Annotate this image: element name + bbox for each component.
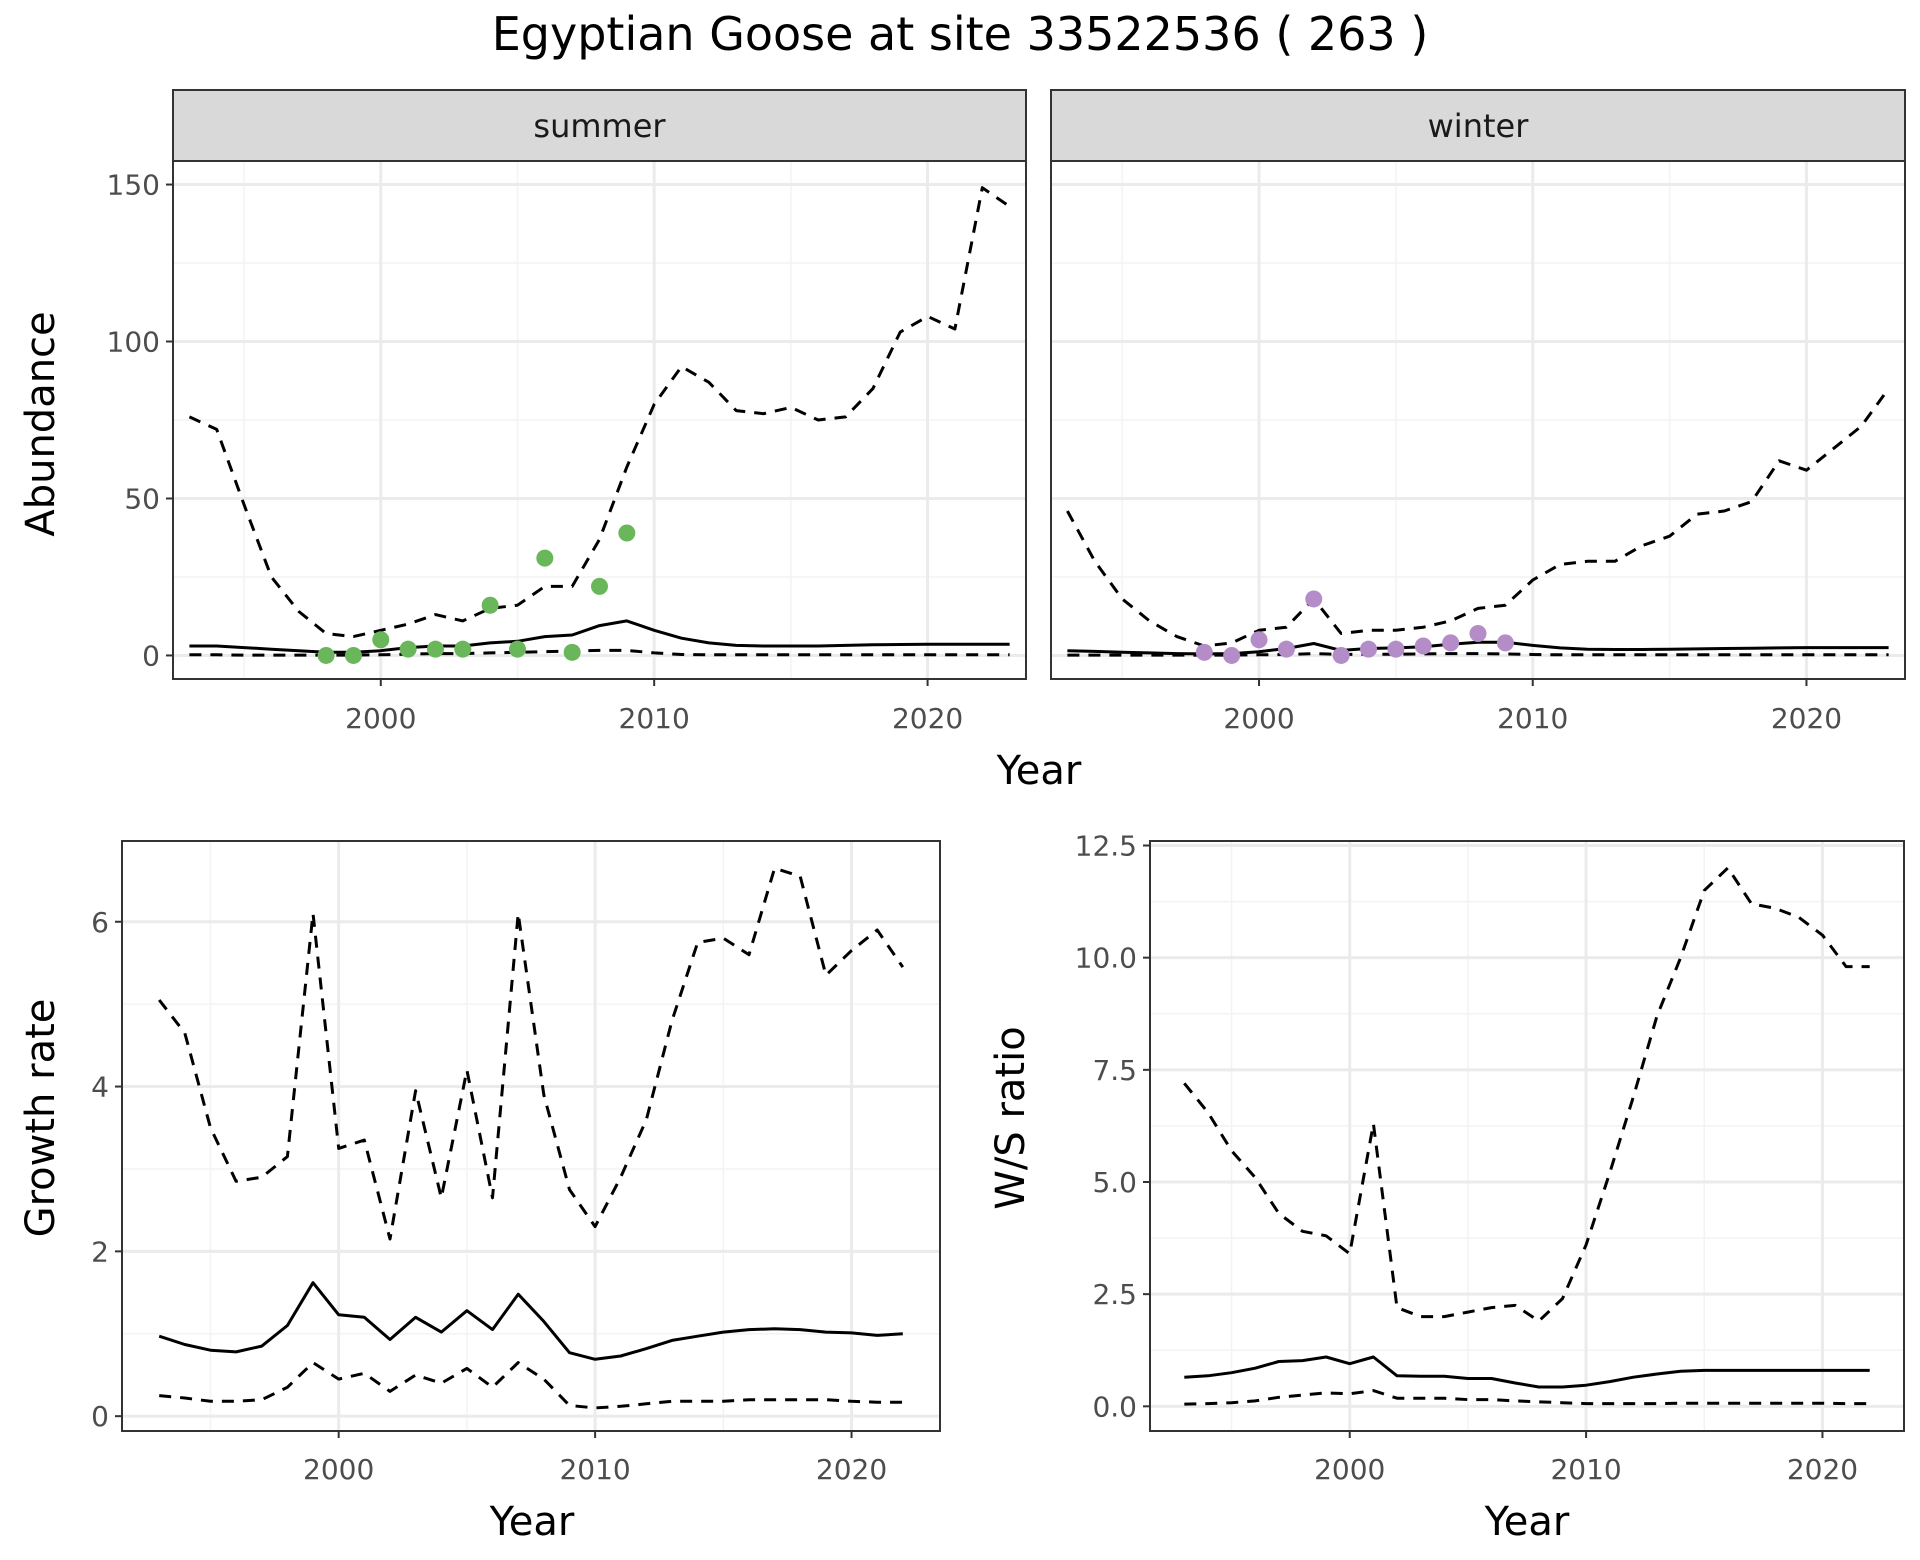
- ws_ratio-x-tick-label: 2000: [1314, 1453, 1385, 1486]
- growth-y-tick-label: 0: [91, 1400, 109, 1433]
- panel-ws-ratio: 2000 2010 2020 0.0 2.5 5.0 7.5 10.0 12.5: [1075, 829, 1905, 1486]
- top-y-axis-title: Abundance: [18, 311, 64, 536]
- ws_ratio-y-tick-label: 0.0: [1092, 1390, 1137, 1423]
- winter-data-point: [1360, 640, 1378, 658]
- ws_ratio-y-tick-label: 10.0: [1075, 942, 1137, 975]
- summer-data-point: [344, 646, 362, 664]
- ws_ratio-y-tick-label: 12.5: [1075, 829, 1137, 862]
- summer-x-tick-label: 2000: [345, 702, 416, 735]
- winter-data-point: [1223, 646, 1241, 664]
- figure-title: Egyptian Goose at site 33522536 ( 263 ): [492, 7, 1429, 61]
- summer-data-point: [426, 640, 444, 658]
- summer-data-point: [481, 596, 499, 614]
- strip-label-summer: summer: [533, 107, 666, 145]
- summer-upper-bound-line: [188, 186, 1011, 639]
- growth-x-tick-label: 2010: [559, 1453, 630, 1486]
- growth-y-tick-label: 4: [91, 1071, 109, 1104]
- ws_ratio-plot-background: [1150, 841, 1904, 1431]
- winter-data-point: [1442, 634, 1460, 652]
- top-x-axis-title: Year: [996, 748, 1082, 794]
- winter-panel-border: [1050, 160, 1906, 680]
- summer-data-point: [618, 524, 636, 542]
- ws_ratio-y-tick-label: 5.0: [1092, 1166, 1137, 1199]
- winter-data-point: [1332, 646, 1350, 664]
- growth-estimate-line: [158, 1281, 903, 1361]
- summer-data-point: [399, 640, 417, 658]
- winter-data-point: [1250, 631, 1268, 649]
- strip-winter-background: [1050, 89, 1906, 162]
- winter-data-point: [1305, 590, 1323, 608]
- ws_ratio-estimate-line: [1184, 1355, 1870, 1389]
- summer-data-point: [536, 549, 554, 567]
- winter-data-point: [1195, 643, 1213, 661]
- panel-growth-rate: 2000 2010 2020 0 2 4 6: [91, 840, 941, 1486]
- winter-data-point: [1387, 640, 1405, 658]
- growth-panel-border: [121, 840, 941, 1432]
- summer-data-point: [591, 577, 608, 595]
- growth-lower-bound-line: [159, 1361, 903, 1410]
- panel-summer: summer 2000 2010 2020 0 50 100 150: [107, 89, 1027, 735]
- growth-y-tick-label: 2: [91, 1235, 109, 1268]
- summer-y-tick-label: 150: [107, 169, 160, 202]
- growth-upper-bound-line: [158, 866, 905, 1241]
- winter-x-tick-label: 2020: [1771, 702, 1842, 735]
- strip-summer-background: [172, 89, 1027, 162]
- panel-winter: winter 2000 2010 2020: [1050, 89, 1906, 735]
- ws_ratio-y-tick-label: 2.5: [1092, 1278, 1137, 1311]
- growth-x-tick-label: 2020: [816, 1453, 887, 1486]
- growth-y-tick-label: 6: [91, 906, 109, 939]
- growth-x-axis-title: Year: [489, 1499, 575, 1545]
- summer-x-tick-label: 2020: [892, 702, 963, 735]
- summer-data-point: [454, 640, 472, 658]
- growth-y-axis-title: Growth rate: [18, 999, 64, 1238]
- ws-y-axis-title: W/S ratio: [988, 1026, 1034, 1209]
- summer-y-tick-label: 50: [124, 482, 160, 515]
- ws_ratio-upper-bound-line: [1183, 866, 1870, 1323]
- ws-x-axis-title: Year: [1484, 1499, 1570, 1545]
- strip-label-winter: winter: [1428, 107, 1530, 145]
- winter-data-point: [1469, 624, 1487, 642]
- winter-data-point: [1414, 637, 1432, 655]
- winter-x-tick-label: 2000: [1223, 702, 1294, 735]
- ws_ratio-x-tick-label: 2020: [1787, 1453, 1858, 1486]
- summer-panel-border: [172, 160, 1027, 680]
- growth-x-tick-label: 2000: [303, 1453, 374, 1486]
- growth-plot-background: [122, 841, 940, 1431]
- summer-data-point: [372, 631, 390, 649]
- winter-x-tick-label: 2010: [1497, 702, 1568, 735]
- winter-data-point: [1277, 640, 1295, 658]
- ws_ratio-lower-bound-line: [1184, 1389, 1870, 1406]
- summer-y-tick-label: 100: [107, 326, 160, 359]
- ws_ratio-y-tick-label: 7.5: [1092, 1054, 1137, 1087]
- summer-x-tick-label: 2010: [619, 702, 690, 735]
- summer-y-tick-label: 0: [142, 639, 160, 672]
- winter-data-point: [1496, 634, 1514, 652]
- summer-data-point: [508, 640, 526, 658]
- summer-data-point: [317, 646, 335, 664]
- ws_ratio-panel-border: [1149, 840, 1905, 1432]
- ws_ratio-x-tick-label: 2010: [1550, 1453, 1621, 1486]
- summer-data-point: [563, 643, 581, 661]
